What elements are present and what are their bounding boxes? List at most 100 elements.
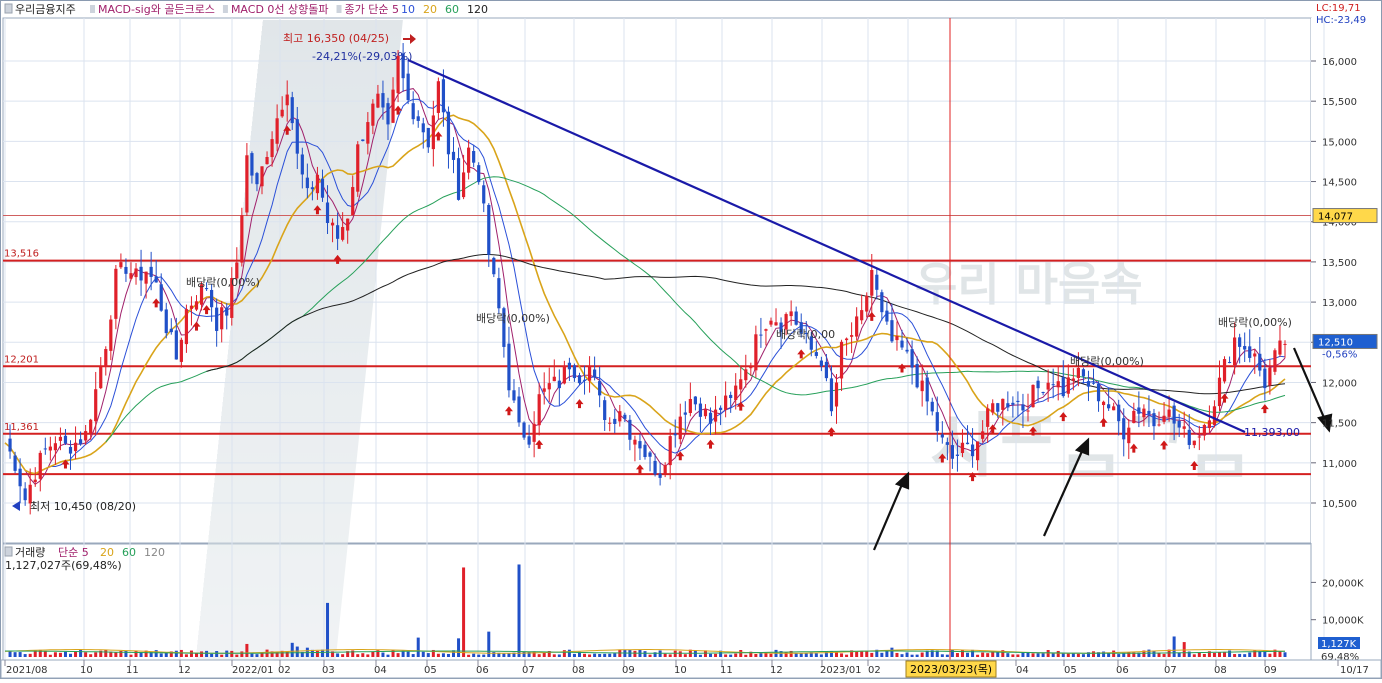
indicator-label[interactable]: 종가 단순 5 (345, 3, 399, 16)
candle (557, 380, 561, 389)
moving-averages (4, 88, 1286, 485)
volume-bar (38, 649, 42, 657)
volume-bar (134, 650, 138, 657)
indicator-label[interactable]: MACD 0선 상향돌파 (231, 3, 329, 16)
candle (915, 363, 919, 388)
volume-bar (497, 652, 501, 657)
candle (653, 460, 657, 475)
indicator-checkbox[interactable] (90, 5, 95, 13)
volume-bar (930, 650, 934, 657)
candle (1207, 420, 1212, 429)
indicator-label[interactable]: MACD-sig와 골든크로스 (98, 3, 215, 16)
volume-bar (94, 652, 98, 657)
x-tick-label: 02 (868, 665, 881, 676)
candle (411, 103, 415, 120)
volume-ma-period: 120 (144, 546, 165, 559)
volume-header: 거래량 단순 5 20 60 120 1,127,027주(69,48%) (4, 546, 165, 572)
trend-line[interactable] (407, 58, 1246, 434)
candle (48, 446, 52, 451)
volume-bar (1157, 652, 1161, 657)
volume-bars (4, 564, 1287, 657)
candle (366, 122, 370, 144)
volume-bar (431, 649, 435, 657)
candle (965, 442, 970, 445)
volume-bar (270, 651, 274, 657)
x-tick-label: 08 (572, 665, 585, 676)
x-tick-label: 04 (374, 665, 387, 676)
volume-bar (1132, 652, 1136, 657)
volume-bar (472, 653, 476, 657)
candle (351, 187, 355, 216)
candle (1238, 337, 1242, 347)
candle (451, 151, 456, 160)
volume-bar (84, 652, 88, 657)
candle (1243, 346, 1247, 350)
volume-bar (527, 651, 531, 657)
candle (325, 202, 330, 224)
volume-bar (482, 654, 486, 657)
volume-bar (850, 650, 854, 657)
volume-bar (744, 654, 748, 657)
candle (729, 394, 733, 399)
candle (43, 448, 47, 450)
volume-bar (416, 637, 420, 657)
candle (865, 295, 869, 312)
volume-bar (1137, 652, 1141, 657)
volume-bar (996, 652, 1000, 657)
candle (603, 400, 607, 420)
volume-checkbox[interactable] (4, 546, 13, 557)
volume-bar (205, 650, 209, 657)
price-axis-area (1311, 18, 1381, 543)
candle (1036, 380, 1040, 389)
x-tick-label: 10 (674, 665, 687, 676)
price-tag (1312, 208, 1378, 224)
buy-signal-arrow (797, 349, 806, 359)
volume-bar (366, 654, 370, 657)
candle (53, 443, 57, 451)
ma-120-line (206, 254, 1286, 395)
candle (1217, 377, 1222, 407)
candle (129, 273, 133, 279)
instrument-name[interactable]: 우리금융지주 (15, 3, 76, 16)
candle (99, 366, 103, 389)
x-tick-label: 12 (770, 665, 783, 676)
candle (386, 103, 390, 125)
volume-bar (1016, 654, 1020, 657)
volume-bar (48, 654, 52, 657)
header-checkbox[interactable] (4, 3, 13, 14)
volume-bar (159, 653, 163, 657)
x-tick-label: 03 (322, 665, 335, 676)
candle (245, 155, 249, 213)
buy-signal-arrow (313, 205, 322, 215)
volume-title[interactable]: 거래량 (15, 546, 45, 559)
volume-bar (698, 654, 702, 657)
price-change: -0,56% (1322, 349, 1357, 360)
candle (179, 339, 183, 362)
buy-signal-arrow (333, 254, 342, 264)
candle (643, 444, 647, 458)
candle (834, 382, 839, 407)
candle (1187, 429, 1191, 445)
volume-bar (331, 651, 335, 657)
volume-bar (1026, 652, 1030, 657)
candle (441, 79, 446, 113)
candle (1021, 404, 1025, 411)
candle (754, 334, 758, 371)
volume-bar (79, 649, 83, 657)
volume-bar (653, 652, 657, 657)
x-tick-label: 02 (278, 665, 291, 676)
volume-bar (583, 653, 587, 657)
indicator-checkbox[interactable] (222, 5, 228, 13)
candle (955, 454, 960, 456)
indicator-checkbox[interactable] (336, 5, 342, 13)
volume-bar (462, 567, 466, 657)
candle (829, 378, 834, 412)
volume-bar (411, 654, 415, 657)
candle (1182, 426, 1186, 429)
watermark-text: 우리 마음속 (915, 257, 1143, 311)
volume-bar (991, 651, 995, 657)
candle (824, 361, 829, 379)
volume-bar (577, 651, 581, 657)
candle (567, 362, 572, 370)
